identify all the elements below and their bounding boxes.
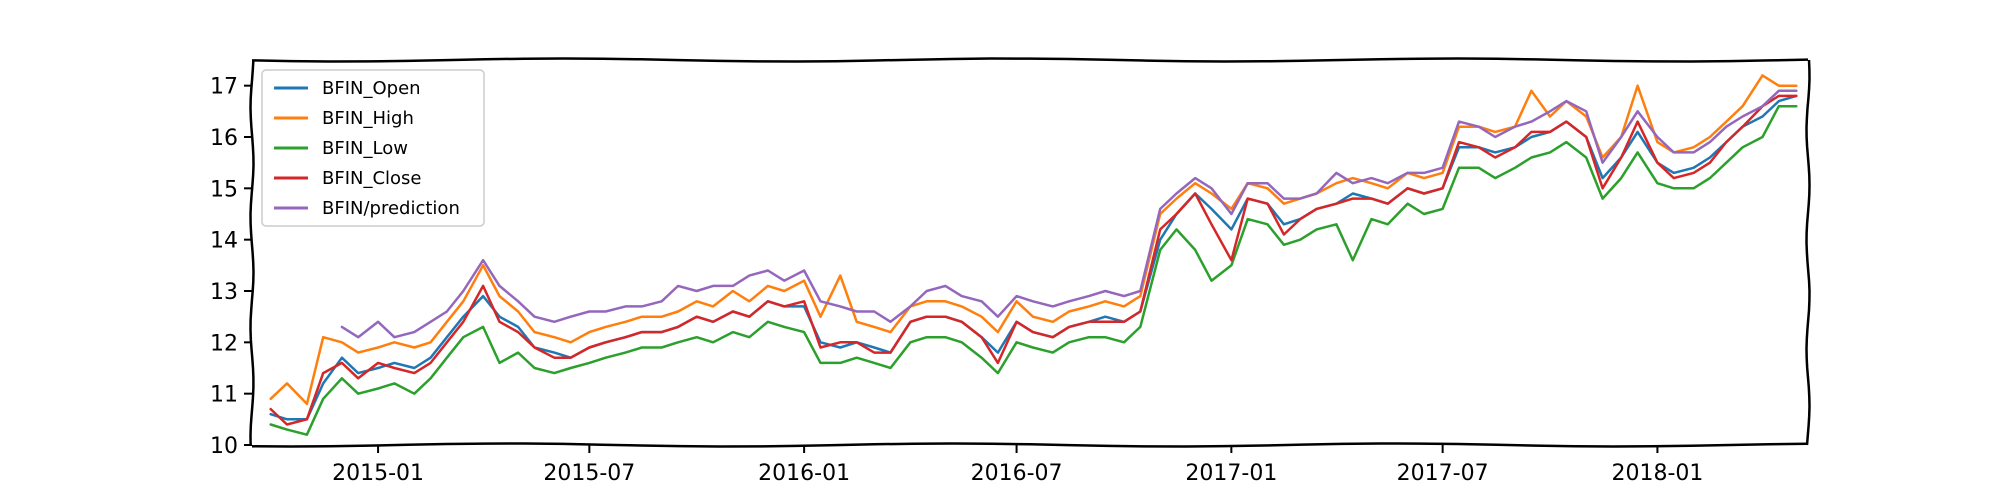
- y-tick-label: 14: [210, 229, 238, 254]
- x-tick-label: 2018-01: [1611, 461, 1703, 486]
- series-line-bfin-close: [269, 94, 1798, 426]
- axis-top-spine: [251, 57, 1809, 63]
- x-tick-label: 2017-01: [1185, 461, 1277, 486]
- series-layer: [269, 74, 1798, 436]
- x-axis-spine: [251, 442, 1809, 448]
- y-axis-spine: [249, 59, 255, 446]
- legend-label: BFIN_Low: [322, 138, 408, 159]
- series-line-bfin-low: [269, 104, 1798, 436]
- y-tick-label: 11: [210, 383, 238, 408]
- x-tick-label: 2015-07: [543, 461, 635, 486]
- legend-label: BFIN/prediction: [322, 198, 460, 219]
- x-tick-label: 2016-01: [758, 461, 850, 486]
- x-tick-label: 2017-07: [1397, 461, 1489, 486]
- legend-label: BFIN_Close: [322, 168, 422, 189]
- legend-label: BFIN_Open: [322, 78, 421, 99]
- y-tick-label: 12: [210, 331, 238, 356]
- axes-layer: 10 11 12 13 14 15 16 17 2015-01 2015-07 2016-01 201…: [210, 57, 1811, 486]
- axis-right-spine: [1805, 59, 1811, 446]
- x-tick-label: 2016-07: [971, 461, 1063, 486]
- series-line-bfin-prediction: [340, 89, 1798, 339]
- legend-label: BFIN_High: [322, 108, 414, 129]
- series-line-bfin-high: [269, 74, 1798, 406]
- legend: BFIN_Open BFIN_High BFIN_Low BFIN_Close BFIN…: [261, 69, 485, 227]
- y-tick-label: 17: [210, 75, 238, 100]
- y-tick-label: 16: [210, 126, 238, 151]
- y-tick-label: 10: [210, 434, 238, 459]
- legend-box: [261, 69, 485, 227]
- y-tick-label: 15: [210, 177, 238, 202]
- x-tick-label: 2015-01: [332, 461, 424, 486]
- y-tick-label: 13: [210, 280, 238, 305]
